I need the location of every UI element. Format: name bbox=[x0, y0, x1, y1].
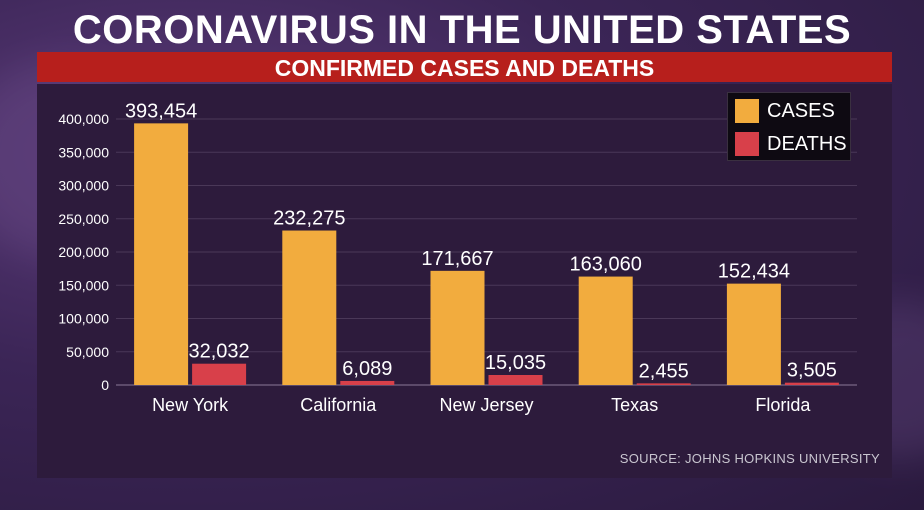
bar-chart: 0 50,000 100,000 150,000 200,000 250,000 300,0… bbox=[58, 100, 857, 415]
y-tick-label: 50,000 bbox=[66, 344, 109, 360]
deaths-value-label: 6,089 bbox=[342, 358, 392, 380]
legend-label-deaths: DEATHS bbox=[767, 133, 847, 155]
cases-value-label: 393,454 bbox=[125, 100, 197, 122]
deaths-bar bbox=[784, 382, 839, 385]
x-category-label: Florida bbox=[755, 395, 811, 415]
deaths-value-label: 2,455 bbox=[639, 360, 689, 382]
chart-panel: 0 50,000 100,000 150,000 200,000 250,000 300,0… bbox=[37, 84, 892, 478]
x-category-label: New York bbox=[152, 395, 229, 415]
y-tick-label: 150,000 bbox=[58, 277, 109, 293]
y-tick-label: 300,000 bbox=[58, 178, 109, 194]
cases-value-label: 171,667 bbox=[421, 248, 493, 270]
deaths-bar bbox=[192, 363, 247, 385]
y-tick-label: 350,000 bbox=[58, 144, 109, 160]
y-tick-label: 200,000 bbox=[58, 244, 109, 260]
cases-bar bbox=[430, 270, 485, 385]
cases-value-label: 163,060 bbox=[570, 254, 642, 276]
cases-bar bbox=[726, 283, 781, 385]
cases-value-label: 232,275 bbox=[273, 208, 345, 230]
legend-swatch-deaths bbox=[735, 132, 759, 156]
subtitle-bar: CONFIRMED CASES AND DEATHS bbox=[37, 52, 892, 82]
deaths-bar bbox=[488, 375, 543, 385]
deaths-value-label: 15,035 bbox=[485, 352, 546, 374]
deaths-bar bbox=[340, 380, 395, 385]
y-tick-label: 400,000 bbox=[58, 111, 109, 127]
x-category-label: California bbox=[300, 395, 377, 415]
deaths-value-label: 3,505 bbox=[787, 360, 837, 382]
y-tick-label: 100,000 bbox=[58, 311, 109, 327]
legend-label-cases: CASES bbox=[767, 100, 835, 122]
cases-value-label: 152,434 bbox=[718, 261, 790, 283]
legend-swatch-cases bbox=[735, 99, 759, 123]
x-category-label: Texas bbox=[611, 395, 658, 415]
cases-bar bbox=[578, 276, 633, 385]
source-note: SOURCE: JOHNS HOPKINS UNIVERSITY bbox=[619, 451, 880, 466]
cases-bar bbox=[134, 123, 189, 385]
y-tick-label: 0 bbox=[101, 377, 109, 393]
chart-title: CORONAVIRUS IN THE UNITED STATES bbox=[72, 8, 852, 52]
deaths-bar bbox=[636, 383, 691, 385]
legend: CASES DEATHS bbox=[727, 92, 851, 161]
x-category-label: New Jersey bbox=[439, 395, 533, 415]
cases-bar bbox=[282, 230, 337, 385]
chart-subtitle: CONFIRMED CASES AND DEATHS bbox=[274, 55, 655, 81]
y-tick-label: 250,000 bbox=[58, 211, 109, 227]
deaths-value-label: 32,032 bbox=[189, 341, 250, 363]
